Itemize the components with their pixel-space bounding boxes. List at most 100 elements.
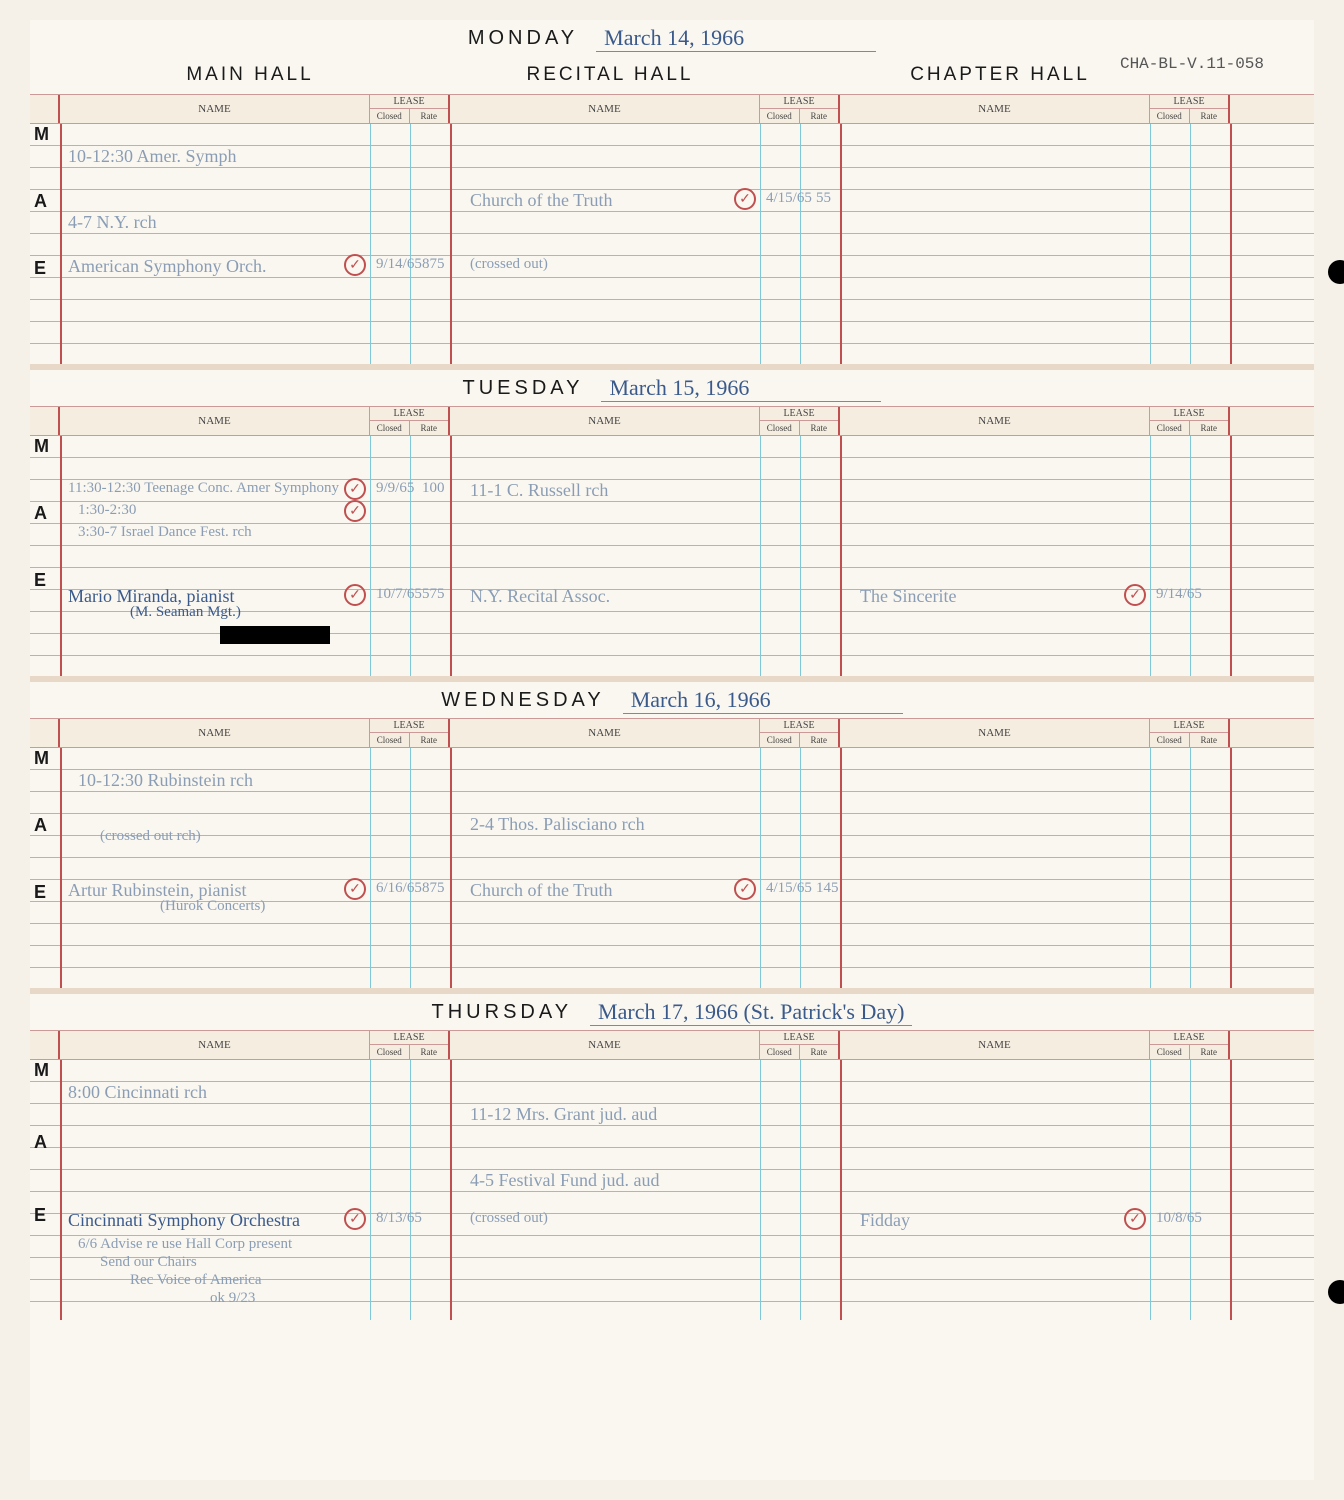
ledger-entry: (crossed out): [470, 256, 548, 273]
ledger-entry: 10/7/65: [376, 586, 422, 603]
ledger-entry: 11-12 Mrs. Grant jud. aud: [470, 1104, 657, 1125]
check-icon: ✓: [344, 254, 366, 276]
day-label: TUESDAY: [463, 377, 584, 400]
check-icon: ✓: [344, 878, 366, 900]
check-icon: ✓: [344, 478, 366, 500]
ledger-body: MAE8:00 Cincinnati rchCincinnati Symphon…: [30, 1060, 1314, 1320]
day-header: TUESDAY March 15, 1966: [30, 370, 1314, 406]
check-icon: ✓: [734, 188, 756, 210]
col-lease: LEASE Closed Rate: [760, 1031, 840, 1059]
hall-recital: RECITAL HALL: [410, 64, 810, 86]
ledger-entry: 10/8/65: [1156, 1210, 1202, 1227]
ledger-entry: 8:00 Cincinnati rch: [68, 1082, 207, 1103]
day-header: WEDNESDAY March 16, 1966: [30, 682, 1314, 718]
col-lease: LEASE Closed Rate: [370, 95, 450, 123]
ledger-entry: Send our Chairs: [100, 1254, 197, 1271]
col-name: NAME: [60, 1031, 370, 1059]
ledger-entry: The Sincerite: [860, 586, 956, 607]
col-name: NAME: [450, 95, 760, 123]
ledger-entry: 4/15/65: [766, 880, 812, 897]
ledger-entry: 1:30-2:30: [78, 502, 136, 519]
col-lease: LEASE Closed Rate: [760, 719, 840, 747]
ledger-entry: 875: [422, 880, 445, 897]
col-lease: LEASE Closed Rate: [370, 407, 450, 435]
col-name: NAME: [840, 95, 1150, 123]
ledger-entry: 9/14/65: [376, 256, 422, 273]
ledger-body: M A E 11:30-12:30 Teenage Conc. Amer Sympho…: [30, 436, 1314, 676]
day-date: March 17, 1966 (St. Patrick's Day): [590, 999, 912, 1026]
day-label: WEDNESDAY: [441, 689, 604, 712]
ledger-entry: 11:30-12:30 Teenage Conc. Amer Symphony: [68, 480, 339, 497]
row-a: A: [34, 503, 56, 524]
row-e: E: [34, 1205, 56, 1226]
punch-hole: [1328, 260, 1344, 284]
column-headers: NAME LEASE Closed Rate NAME LEASE Closed…: [30, 406, 1314, 436]
col-name: NAME: [840, 1031, 1150, 1059]
row-e: E: [34, 882, 56, 903]
hall-main: MAIN HALL: [30, 64, 410, 86]
punch-hole: [1328, 1280, 1344, 1304]
check-icon: ✓: [344, 1208, 366, 1230]
ledger-entry: 145: [816, 880, 839, 897]
check-icon: ✓: [734, 878, 756, 900]
check-icon: ✓: [344, 584, 366, 606]
row-a: A: [34, 1132, 56, 1153]
redacted-block: [220, 626, 330, 644]
ledger-page: CHA-BL-V.11-058 MONDAY March 14, 1966 MA…: [30, 20, 1314, 1480]
ledger-entry: American Symphony Orch.: [68, 256, 266, 277]
col-lease: LEASE Closed Rate: [370, 719, 450, 747]
day-date: March 16, 1966: [623, 687, 903, 714]
col-lease: LEASE Closed Rate: [1150, 95, 1230, 123]
column-headers: NAME LEASE Closed Rate NAME LEASE Closed…: [30, 718, 1314, 748]
col-lease: LEASE Closed Rate: [1150, 407, 1230, 435]
col-lease: LEASE Closed Rate: [760, 407, 840, 435]
ledger-entry: (Hurok Concerts): [160, 898, 265, 915]
row-m: M: [34, 748, 56, 769]
col-lease: LEASE Closed Rate: [1150, 719, 1230, 747]
ledger-entry: 100: [422, 480, 445, 497]
ledger-entry: 4-5 Festival Fund jud. aud: [470, 1170, 660, 1191]
column-headers: NAME LEASE Closed Rate NAME LEASE Closed…: [30, 1030, 1314, 1060]
ledger-entry: 6/6 Advise re use Hall Corp present: [78, 1236, 292, 1253]
row-a: A: [34, 191, 56, 212]
ledger-entry: 575: [422, 586, 445, 603]
col-lease: LEASE Closed Rate: [370, 1031, 450, 1059]
check-icon: ✓: [1124, 584, 1146, 606]
row-e: E: [34, 570, 56, 591]
ledger-entry: (crossed out rch): [100, 828, 201, 845]
check-icon: ✓: [344, 500, 366, 522]
ledger-entry: 4/15/65: [766, 190, 812, 207]
ledger-entry: Church of the Truth: [470, 190, 613, 211]
ledger-entry: 10-12:30 Amer. Symph: [68, 146, 237, 167]
day-header: MONDAY March 14, 1966: [30, 20, 1314, 56]
archive-id: CHA-BL-V.11-058: [1120, 55, 1264, 73]
column-headers: NAME LEASE Closed Rate NAME LEASE Closed…: [30, 94, 1314, 124]
ledger-entry: Church of the Truth: [470, 880, 613, 901]
day-label: MONDAY: [468, 27, 578, 50]
ledger-entry: 9/9/65: [376, 480, 414, 497]
day-label: THURSDAY: [432, 1001, 573, 1024]
col-lease: LEASE Closed Rate: [760, 95, 840, 123]
row-e: E: [34, 258, 56, 279]
day-header: THURSDAY March 17, 1966 (St. Patrick's D…: [30, 994, 1314, 1030]
col-name: NAME: [60, 95, 370, 123]
ledger-entry: Cincinnati Symphony Orchestra: [68, 1210, 300, 1231]
col-lease: LEASE Closed Rate: [1150, 1031, 1230, 1059]
col-name: NAME: [60, 407, 370, 435]
day-date: March 15, 1966: [601, 375, 881, 402]
ledger-entry: 6/16/65: [376, 880, 422, 897]
col-name: NAME: [840, 407, 1150, 435]
ledger-entry: 55: [816, 190, 831, 207]
col-name: NAME: [840, 719, 1150, 747]
ledger-entry: ok 9/23: [210, 1290, 255, 1307]
ledger-entry: 11-1 C. Russell rch: [470, 480, 608, 501]
ledger-entry: 2-4 Thos. Palisciano rch: [470, 814, 645, 835]
ledger-entry: 875: [422, 256, 445, 273]
ledger-entry: N.Y. Recital Assoc.: [470, 586, 610, 607]
check-icon: ✓: [1124, 1208, 1146, 1230]
col-name: NAME: [450, 1031, 760, 1059]
ledger-entry: Fidday: [860, 1210, 910, 1231]
day-date: March 14, 1966: [596, 25, 876, 52]
col-name: NAME: [60, 719, 370, 747]
row-m: M: [34, 436, 56, 457]
